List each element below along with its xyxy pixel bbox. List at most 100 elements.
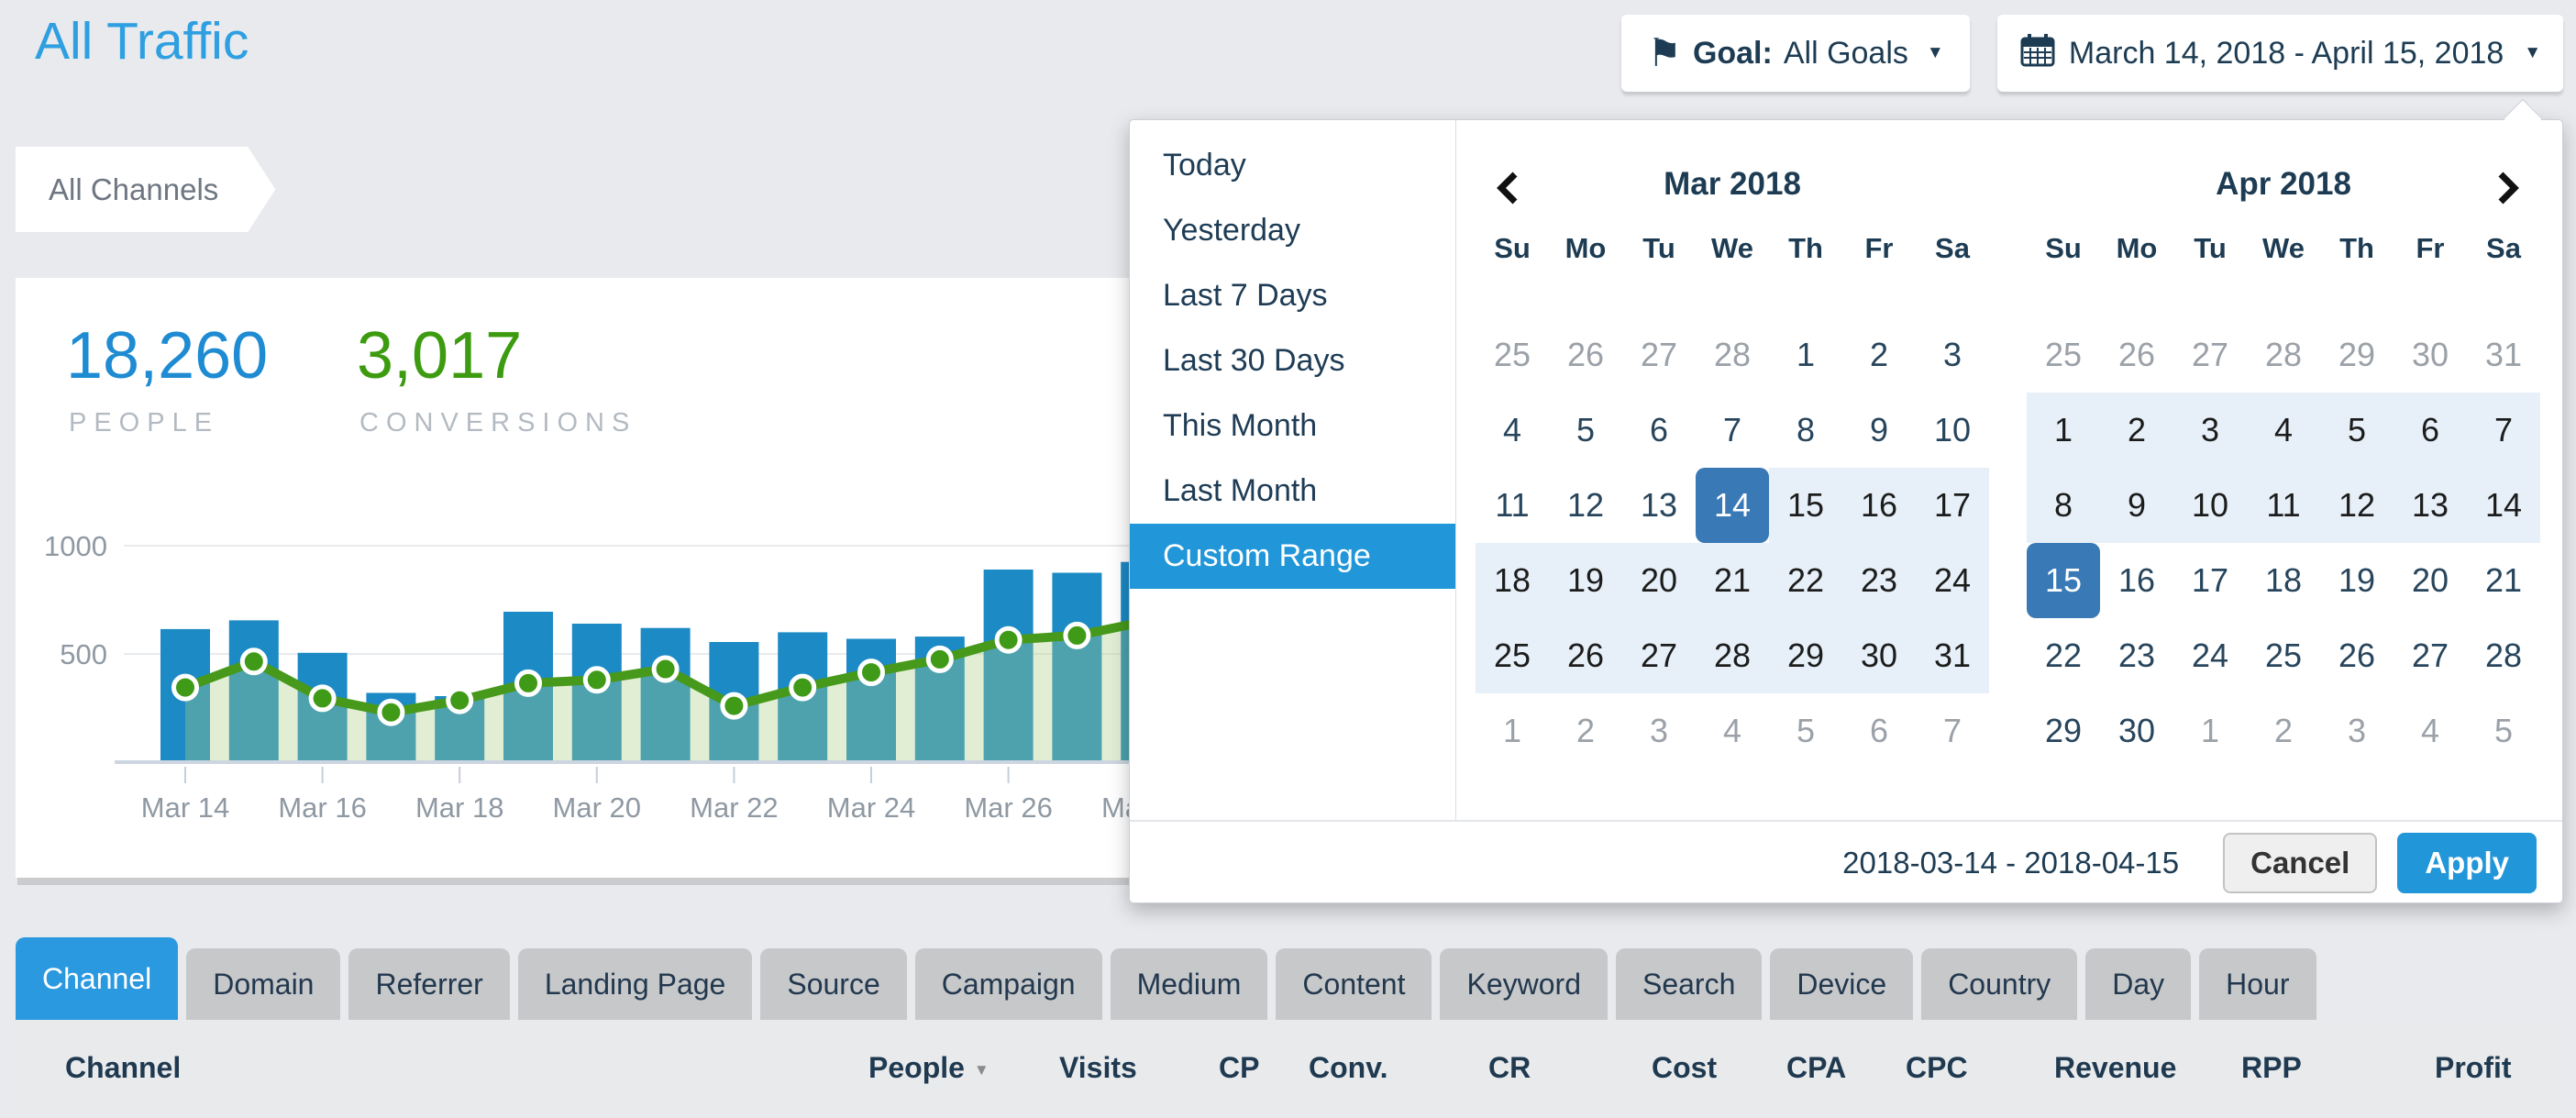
- day-13[interactable]: 13: [1640, 486, 1678, 524]
- day-29[interactable]: 29: [2338, 336, 2376, 373]
- tab-medium[interactable]: Medium: [1110, 948, 1268, 1020]
- day-24[interactable]: 24: [1916, 543, 1989, 618]
- preset-custom-range[interactable]: Custom Range: [1130, 524, 1455, 589]
- day-9[interactable]: 9: [1869, 411, 1889, 448]
- day-27[interactable]: 27: [2411, 636, 2449, 674]
- column-header-channel[interactable]: Channel: [65, 1051, 182, 1084]
- day-26[interactable]: 26: [1566, 336, 1605, 373]
- day-4[interactable]: 4: [2247, 393, 2320, 468]
- tab-domain[interactable]: Domain: [186, 948, 341, 1020]
- day-21[interactable]: 21: [2484, 561, 2523, 599]
- day-27[interactable]: 27: [1622, 618, 1696, 693]
- tab-campaign[interactable]: Campaign: [914, 948, 1102, 1020]
- tab-search[interactable]: Search: [1615, 948, 1763, 1020]
- day-3[interactable]: 3: [2173, 393, 2247, 468]
- column-header-cr[interactable]: CR: [1488, 1051, 1531, 1084]
- day-2[interactable]: 2: [2100, 393, 2173, 468]
- day-30[interactable]: 30: [2117, 712, 2156, 749]
- day-3[interactable]: 3: [2347, 712, 2367, 749]
- column-header-conv[interactable]: Conv.: [1309, 1051, 1388, 1084]
- day-14[interactable]: 14: [2467, 468, 2540, 543]
- tab-country[interactable]: Country: [1921, 948, 2078, 1020]
- day-26[interactable]: 26: [1549, 618, 1622, 693]
- day-22[interactable]: 22: [2044, 636, 2083, 674]
- tab-referrer[interactable]: Referrer: [348, 948, 510, 1020]
- column-header-cpa[interactable]: CPA: [1786, 1051, 1847, 1084]
- day-7[interactable]: 7: [1722, 411, 1742, 448]
- day-25[interactable]: 25: [2044, 336, 2083, 373]
- tab-day[interactable]: Day: [2085, 948, 2192, 1020]
- preset-this-month[interactable]: This Month: [1163, 408, 1318, 443]
- goal-selector-button[interactable]: ⚑ Goal: All Goals ▼: [1621, 15, 1970, 92]
- tab-hour[interactable]: Hour: [2199, 948, 2316, 1020]
- column-header-cost[interactable]: Cost: [1652, 1051, 1718, 1084]
- day-8[interactable]: 8: [2027, 468, 2100, 543]
- day-28[interactable]: 28: [1696, 618, 1769, 693]
- day-31[interactable]: 31: [1916, 618, 1989, 693]
- day-8[interactable]: 8: [1796, 411, 1816, 448]
- day-1[interactable]: 1: [1796, 336, 1816, 373]
- date-range-button[interactable]: March 14, 2018 - April 15, 2018 ▼: [1997, 15, 2563, 92]
- day-16[interactable]: 16: [1842, 468, 1916, 543]
- column-header-visits[interactable]: Visits: [1059, 1051, 1137, 1084]
- day-15-selected[interactable]: 15: [2027, 543, 2100, 618]
- day-26[interactable]: 26: [2117, 336, 2156, 373]
- day-1[interactable]: 1: [2027, 393, 2100, 468]
- day-30[interactable]: 30: [2411, 336, 2449, 373]
- day-6[interactable]: 6: [1649, 411, 1669, 448]
- day-13[interactable]: 13: [2394, 468, 2467, 543]
- day-16[interactable]: 16: [2117, 561, 2156, 599]
- day-4[interactable]: 4: [1502, 411, 1522, 448]
- preset-yesterday[interactable]: Yesterday: [1163, 213, 1300, 248]
- day-31[interactable]: 31: [2484, 336, 2523, 373]
- day-17[interactable]: 17: [2191, 561, 2229, 599]
- day-15[interactable]: 15: [1769, 468, 1842, 543]
- day-30[interactable]: 30: [1842, 618, 1916, 693]
- day-25[interactable]: 25: [2264, 636, 2303, 674]
- day-17[interactable]: 17: [1916, 468, 1989, 543]
- day-21[interactable]: 21: [1696, 543, 1769, 618]
- day-29[interactable]: 29: [1769, 618, 1842, 693]
- day-7[interactable]: 7: [2467, 393, 2540, 468]
- day-9[interactable]: 9: [2100, 468, 2173, 543]
- day-28[interactable]: 28: [2264, 336, 2303, 373]
- day-4[interactable]: 4: [2420, 712, 2440, 749]
- day-12[interactable]: 12: [1566, 486, 1605, 524]
- day-10[interactable]: 10: [1933, 411, 1972, 448]
- day-23[interactable]: 23: [2117, 636, 2156, 674]
- day-22[interactable]: 22: [1769, 543, 1842, 618]
- day-27[interactable]: 27: [2191, 336, 2229, 373]
- day-19[interactable]: 19: [2338, 561, 2376, 599]
- tab-source[interactable]: Source: [760, 948, 907, 1020]
- preset-last-7-days[interactable]: Last 7 Days: [1163, 278, 1328, 313]
- column-header-profit[interactable]: Profit: [2435, 1051, 2512, 1084]
- column-header-people[interactable]: People ▼: [868, 1051, 989, 1084]
- day-2[interactable]: 2: [1575, 712, 1596, 749]
- prev-month-icon[interactable]: [1496, 166, 1520, 205]
- day-27[interactable]: 27: [1640, 336, 1678, 373]
- day-14-selected[interactable]: 14: [1696, 468, 1769, 543]
- day-2[interactable]: 2: [1869, 336, 1889, 373]
- day-3[interactable]: 3: [1649, 712, 1669, 749]
- day-2[interactable]: 2: [2273, 712, 2294, 749]
- day-6[interactable]: 6: [2394, 393, 2467, 468]
- day-5[interactable]: 5: [2320, 393, 2394, 468]
- day-20[interactable]: 20: [1622, 543, 1696, 618]
- day-5[interactable]: 5: [1796, 712, 1816, 749]
- tab-device[interactable]: Device: [1770, 948, 1914, 1020]
- next-month-icon[interactable]: [2496, 166, 2520, 205]
- day-29[interactable]: 29: [2044, 712, 2083, 749]
- tab-channel[interactable]: Channel: [16, 937, 179, 1020]
- day-20[interactable]: 20: [2411, 561, 2449, 599]
- day-5[interactable]: 5: [2493, 712, 2514, 749]
- day-25[interactable]: 25: [1493, 336, 1531, 373]
- cancel-button[interactable]: Cancel: [2223, 833, 2378, 893]
- day-6[interactable]: 6: [1869, 712, 1889, 749]
- day-3[interactable]: 3: [1942, 336, 1962, 373]
- day-5[interactable]: 5: [1575, 411, 1596, 448]
- day-11[interactable]: 11: [2247, 468, 2320, 543]
- day-25[interactable]: 25: [1476, 618, 1549, 693]
- column-header-rpp[interactable]: RPP: [2241, 1051, 2302, 1084]
- preset-today[interactable]: Today: [1163, 148, 1246, 183]
- day-18[interactable]: 18: [2264, 561, 2303, 599]
